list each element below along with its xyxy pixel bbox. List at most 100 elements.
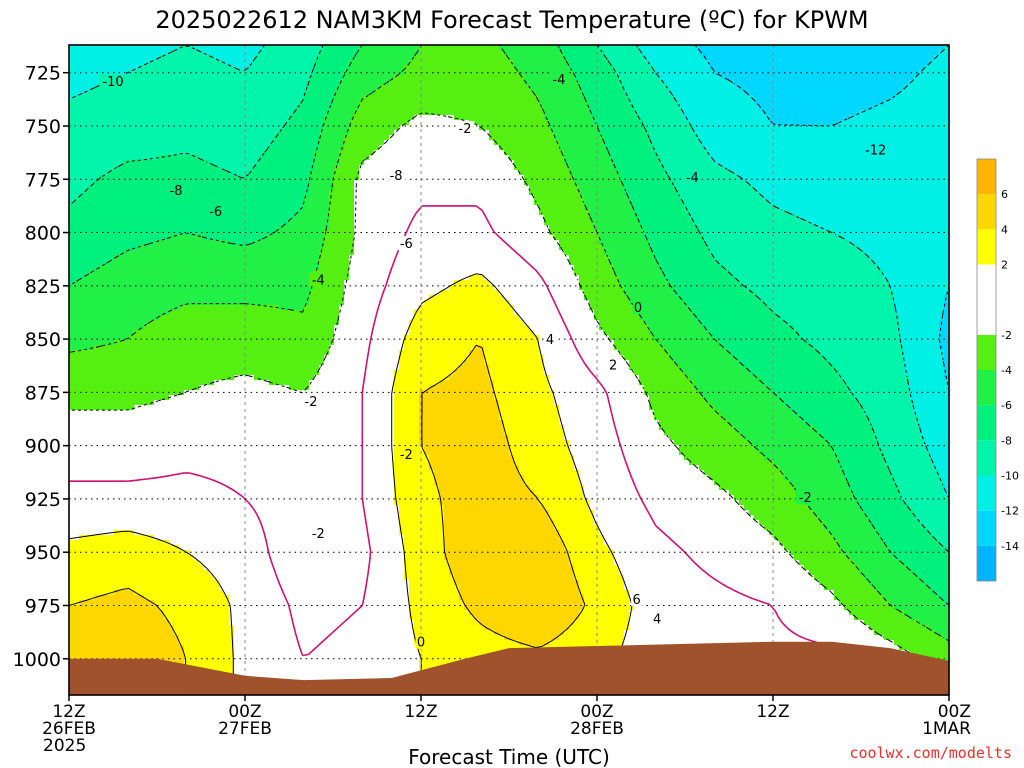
temperature-cell xyxy=(119,125,125,131)
temperature-cell xyxy=(834,70,840,76)
temperature-cell xyxy=(914,85,920,91)
temperature-cell xyxy=(584,65,590,71)
temperature-cell xyxy=(574,45,580,51)
temperature-cell xyxy=(79,160,85,166)
temperature-cell xyxy=(114,185,120,191)
temperature-cell xyxy=(494,165,500,171)
temperature-cell xyxy=(739,95,745,101)
temperature-cell xyxy=(744,160,750,166)
temperature-cell xyxy=(464,90,470,96)
temperature-cell xyxy=(659,95,665,101)
temperature-cell xyxy=(94,45,100,51)
temperature-cell xyxy=(299,110,305,116)
temperature-cell xyxy=(514,150,520,156)
temperature-cell xyxy=(729,150,735,156)
temperature-cell xyxy=(909,145,915,151)
temperature-cell xyxy=(299,60,305,66)
temperature-cell xyxy=(184,135,190,141)
temperature-cell xyxy=(739,135,745,141)
temperature-cell xyxy=(689,55,695,61)
temperature-cell xyxy=(779,100,785,106)
temperature-cell xyxy=(464,110,470,116)
temperature-cell xyxy=(929,130,935,136)
temperature-cell xyxy=(89,165,95,171)
temperature-cell xyxy=(819,175,825,181)
temperature-cell xyxy=(289,185,295,191)
temperature-cell xyxy=(829,135,835,141)
temperature-cell xyxy=(264,80,270,86)
temperature-cell xyxy=(404,135,410,141)
temperature-cell xyxy=(169,165,175,171)
temperature-cell xyxy=(279,75,285,81)
temperature-cell xyxy=(374,115,380,121)
temperature-cell xyxy=(824,65,830,71)
temperature-cell xyxy=(469,65,475,71)
temperature-cell xyxy=(499,85,505,91)
temperature-cell xyxy=(559,60,565,66)
temperature-cell xyxy=(764,175,770,181)
temperature-cell xyxy=(844,160,850,166)
temperature-cell xyxy=(579,45,585,51)
temperature-cell xyxy=(189,50,195,56)
temperature-cell xyxy=(234,150,240,156)
temperature-cell xyxy=(114,115,120,121)
temperature-cell xyxy=(664,175,670,181)
temperature-cell xyxy=(789,155,795,161)
temperature-cell xyxy=(759,70,765,76)
temperature-cell xyxy=(99,100,105,106)
temperature-cell xyxy=(534,55,540,61)
temperature-cell xyxy=(159,110,165,116)
temperature-cell xyxy=(259,105,265,111)
temperature-cell xyxy=(669,115,675,121)
temperature-cell xyxy=(159,160,165,166)
temperature-cell xyxy=(529,105,535,111)
temperature-cell xyxy=(294,50,300,56)
temperature-cell xyxy=(239,50,245,56)
temperature-cell xyxy=(294,90,300,96)
temperature-cell xyxy=(674,135,680,141)
temperature-cell xyxy=(459,95,465,101)
temperature-cell xyxy=(219,65,225,71)
temperature-cell xyxy=(519,130,525,136)
temperature-cell xyxy=(839,130,845,136)
temperature-cell xyxy=(914,95,920,101)
temperature-cell xyxy=(909,95,915,101)
temperature-cell xyxy=(579,130,585,136)
temperature-cell xyxy=(519,165,525,171)
temperature-cell xyxy=(309,95,315,101)
temperature-cell xyxy=(234,75,240,81)
temperature-cell xyxy=(559,110,565,116)
temperature-cell xyxy=(899,165,905,171)
temperature-cell xyxy=(589,120,595,126)
temperature-cell xyxy=(754,45,760,51)
temperature-cell xyxy=(254,110,260,116)
temperature-cell xyxy=(94,60,100,66)
temperature-cell xyxy=(194,170,200,176)
temperature-cell xyxy=(654,125,660,131)
temperature-cell xyxy=(119,60,125,66)
temperature-cell xyxy=(709,45,715,51)
temperature-cell xyxy=(149,90,155,96)
temperature-cell xyxy=(594,165,600,171)
temperature-cell xyxy=(104,185,110,191)
temperature-cell xyxy=(339,135,345,141)
temperature-cell xyxy=(939,170,945,176)
temperature-cell xyxy=(744,110,750,116)
temperature-cell xyxy=(814,105,820,111)
temperature-cell xyxy=(189,70,195,76)
temperature-cell xyxy=(74,140,80,146)
temperature-cell xyxy=(274,185,280,191)
temperature-cell xyxy=(689,115,695,121)
temperature-cell xyxy=(574,90,580,96)
temperature-cell xyxy=(544,175,550,181)
temperature-cell xyxy=(769,50,775,56)
temperature-cell xyxy=(274,95,280,101)
temperature-cell xyxy=(744,125,750,131)
temperature-cell xyxy=(194,180,200,186)
temperature-cell xyxy=(589,60,595,66)
temperature-cell xyxy=(654,90,660,96)
temperature-cell xyxy=(119,105,125,111)
temperature-cell xyxy=(789,180,795,186)
temperature-cell xyxy=(394,70,400,76)
temperature-cell xyxy=(939,65,945,71)
